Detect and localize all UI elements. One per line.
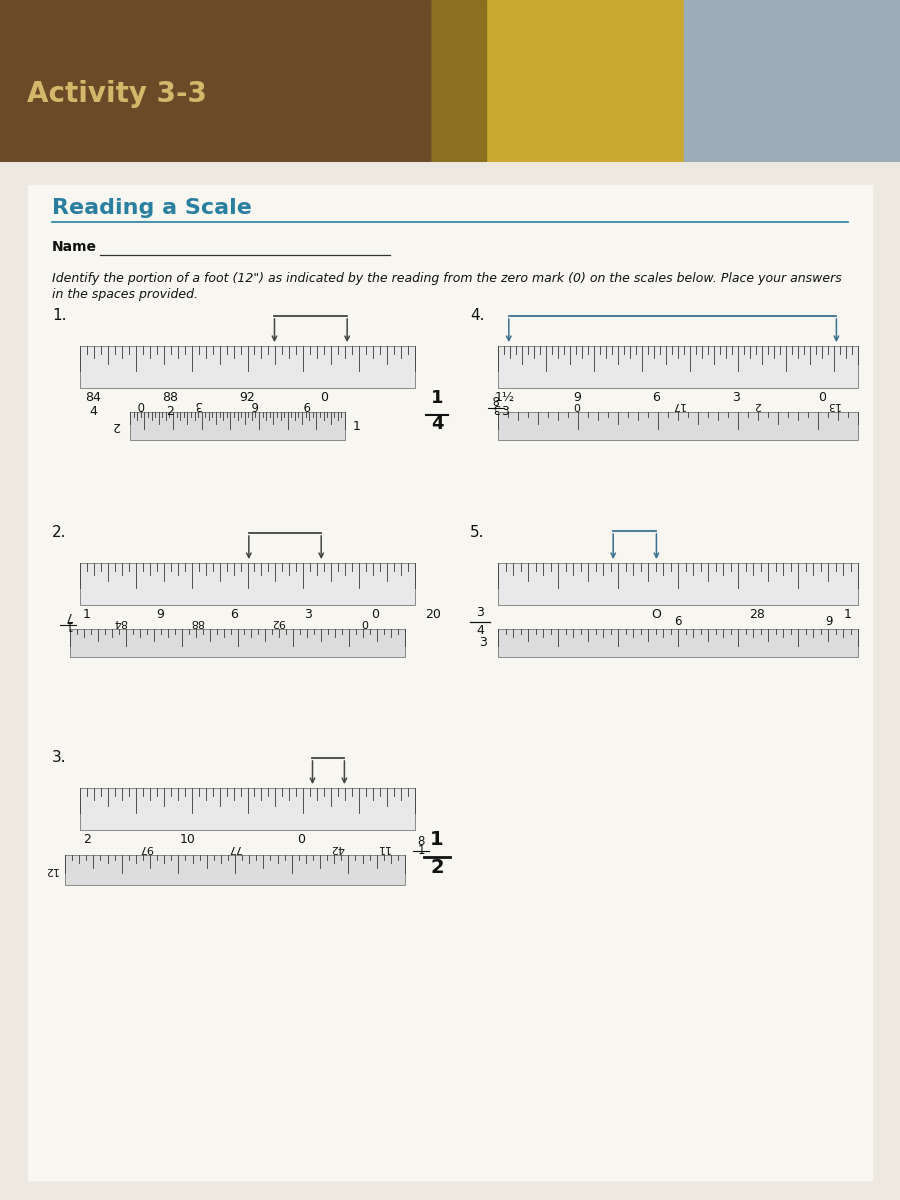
Text: 6: 6 xyxy=(230,608,238,622)
Text: 4.: 4. xyxy=(470,308,484,323)
Text: 1½: 1½ xyxy=(495,391,516,404)
Text: 9: 9 xyxy=(825,614,833,628)
Bar xyxy=(80,346,415,388)
Text: 77: 77 xyxy=(228,842,242,853)
Text: 12: 12 xyxy=(44,865,58,875)
Text: 13: 13 xyxy=(826,400,840,410)
Text: 84: 84 xyxy=(113,617,128,626)
Bar xyxy=(684,0,900,162)
Text: 1: 1 xyxy=(431,389,443,407)
Text: 1: 1 xyxy=(83,608,91,622)
Text: 0: 0 xyxy=(137,398,144,410)
Text: 1: 1 xyxy=(843,608,851,622)
Text: 3: 3 xyxy=(476,606,484,619)
Text: 3: 3 xyxy=(732,391,740,404)
Text: Name: Name xyxy=(52,240,97,254)
Text: 0: 0 xyxy=(361,617,368,626)
Text: 3: 3 xyxy=(304,608,311,622)
Text: 6: 6 xyxy=(251,398,258,410)
Text: 2: 2 xyxy=(753,400,760,410)
Text: 9: 9 xyxy=(573,391,581,404)
Bar xyxy=(0,0,432,162)
Text: 2: 2 xyxy=(430,858,444,877)
Text: 84: 84 xyxy=(86,391,102,404)
Text: 7: 7 xyxy=(64,608,72,622)
Text: 0: 0 xyxy=(818,391,826,404)
Bar xyxy=(498,346,858,388)
Bar xyxy=(80,563,415,605)
Text: 3: 3 xyxy=(492,401,500,414)
Text: 1: 1 xyxy=(418,844,425,857)
Text: 3: 3 xyxy=(479,636,487,649)
Bar xyxy=(498,629,858,658)
Text: 2: 2 xyxy=(112,420,120,432)
Text: Reading a Scale: Reading a Scale xyxy=(52,198,252,218)
Text: 3: 3 xyxy=(195,398,203,410)
Text: 11: 11 xyxy=(376,842,390,853)
Bar xyxy=(65,854,405,886)
Text: 97: 97 xyxy=(140,842,154,853)
Bar xyxy=(498,563,858,605)
Text: 9: 9 xyxy=(157,608,165,622)
Text: 6: 6 xyxy=(674,614,682,628)
Text: 1: 1 xyxy=(430,830,444,850)
Text: 8: 8 xyxy=(418,835,425,848)
Text: in the spaces provided.: in the spaces provided. xyxy=(52,288,198,301)
Bar xyxy=(80,788,415,830)
Text: 8: 8 xyxy=(492,392,500,404)
Text: 0: 0 xyxy=(371,608,379,622)
Text: 92: 92 xyxy=(271,617,284,626)
Text: 9: 9 xyxy=(302,398,310,410)
Text: 28: 28 xyxy=(750,608,765,622)
Text: Identify the portion of a foot (12") as indicated by the reading from the zero m: Identify the portion of a foot (12") as … xyxy=(52,272,842,284)
Bar xyxy=(432,0,486,162)
Text: 20: 20 xyxy=(425,608,441,622)
Text: 6: 6 xyxy=(652,391,661,404)
Text: Activity 3-3: Activity 3-3 xyxy=(27,80,207,108)
Text: O: O xyxy=(652,608,662,622)
Text: 2.: 2. xyxy=(52,526,67,540)
Text: 2: 2 xyxy=(83,833,91,846)
Text: 4: 4 xyxy=(476,624,484,637)
Text: 1: 1 xyxy=(353,420,361,432)
Bar xyxy=(70,629,405,658)
Text: 0: 0 xyxy=(573,400,580,410)
Text: 3.: 3. xyxy=(52,750,67,766)
Text: 3: 3 xyxy=(501,404,509,418)
Text: 88: 88 xyxy=(162,391,178,404)
Text: 2: 2 xyxy=(166,404,175,418)
Text: 1.: 1. xyxy=(52,308,67,323)
Text: 0: 0 xyxy=(297,833,305,846)
Text: 42: 42 xyxy=(330,842,344,853)
Text: 5.: 5. xyxy=(470,526,484,540)
Text: 1: 1 xyxy=(64,618,72,631)
Text: 88: 88 xyxy=(190,617,204,626)
Text: 17: 17 xyxy=(670,400,685,410)
Text: 4: 4 xyxy=(431,415,443,433)
Text: 92: 92 xyxy=(239,391,256,404)
Bar xyxy=(498,412,858,440)
Text: 0: 0 xyxy=(320,391,328,404)
Text: 10: 10 xyxy=(179,833,195,846)
Text: 4: 4 xyxy=(89,404,97,418)
Bar xyxy=(432,0,684,162)
Bar xyxy=(130,412,345,440)
